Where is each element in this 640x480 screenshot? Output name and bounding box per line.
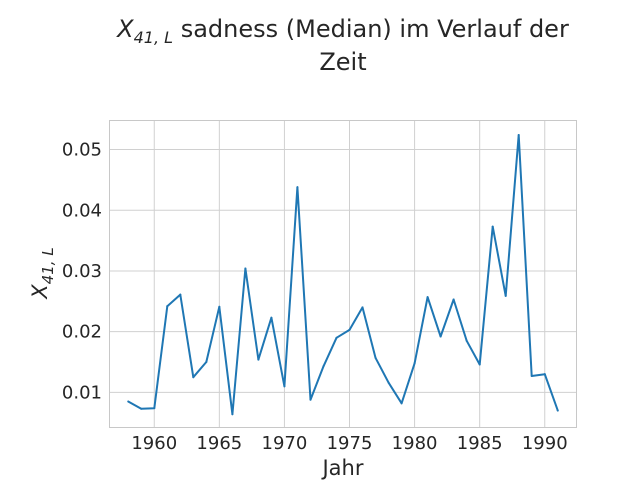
data-point — [153, 407, 156, 410]
data-point — [491, 225, 494, 228]
data-point — [452, 298, 455, 301]
x-axis-label: Jahr — [320, 456, 363, 480]
data-point — [231, 413, 234, 416]
y-tick-label: 0.01 — [62, 382, 102, 403]
data-point — [192, 376, 195, 379]
data-point — [205, 361, 208, 364]
chart-title-line2: Zeit — [319, 48, 366, 76]
data-point — [127, 400, 130, 403]
data-point — [166, 305, 169, 308]
y-tick-label: 0.05 — [62, 140, 102, 161]
x-tick-label: 1975 — [327, 433, 373, 454]
data-point — [439, 335, 442, 338]
data-point — [309, 398, 312, 401]
data-point — [426, 296, 429, 299]
x-tick-label: 1990 — [522, 433, 568, 454]
y-tick-label: 0.04 — [62, 200, 102, 221]
data-point — [387, 381, 390, 384]
data-point — [504, 294, 507, 297]
x-tick-label: 1980 — [392, 433, 438, 454]
chart-title: X41, L sadness (Median) im Verlauf der — [115, 15, 569, 47]
data-point — [296, 186, 299, 189]
data-point — [478, 363, 481, 366]
y-tick-label: 0.02 — [62, 322, 102, 343]
series-line — [127, 134, 559, 416]
data-point — [361, 306, 364, 309]
data-point — [257, 358, 260, 361]
y-axis-label: X41, L — [28, 247, 57, 299]
data-point — [543, 373, 546, 376]
data-point — [218, 305, 221, 308]
data-point — [530, 375, 533, 377]
data-point — [179, 293, 182, 296]
data-point — [322, 365, 325, 368]
y-tick-label: 0.03 — [62, 261, 102, 282]
data-point — [270, 316, 273, 319]
data-point — [348, 328, 351, 331]
data-point — [244, 267, 247, 270]
series-layer — [127, 133, 559, 416]
data-point — [283, 385, 286, 388]
data-point — [517, 133, 520, 136]
data-point — [335, 336, 338, 339]
x-tick-label: 1960 — [131, 433, 177, 454]
data-point — [556, 409, 559, 412]
data-point — [400, 402, 403, 405]
x-tick-label: 1965 — [196, 433, 242, 454]
x-tick-label: 1985 — [457, 433, 503, 454]
data-point — [140, 407, 143, 410]
data-point — [413, 362, 416, 365]
data-point — [465, 339, 468, 342]
tick-labels: 1960 1965 1970 1975 1980 1985 1990 0.01 0.02 0.03… — [62, 140, 568, 454]
grid — [110, 121, 576, 427]
x-tick-label: 1970 — [262, 433, 308, 454]
plot-frame — [109, 120, 577, 428]
data-point — [374, 356, 377, 359]
